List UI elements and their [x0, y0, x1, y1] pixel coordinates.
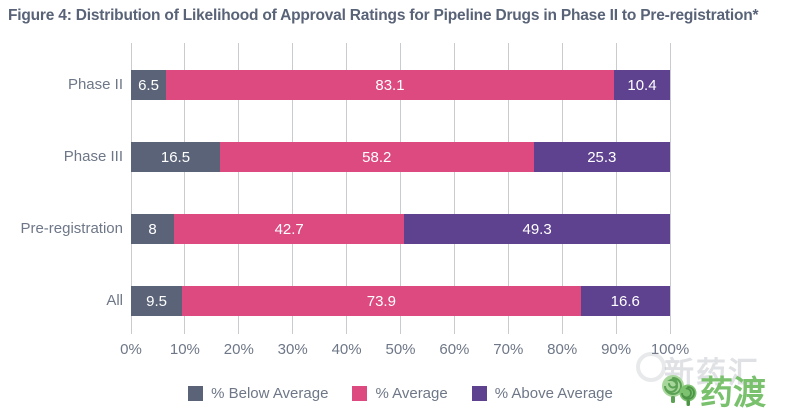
gridline — [669, 43, 671, 334]
bar-value-label: 16.5 — [160, 148, 191, 166]
gridline — [453, 43, 455, 334]
x-tick-label: 60% — [439, 341, 470, 358]
bar-segment: 16.6 — [580, 286, 670, 316]
bar-segment: 58.2 — [219, 142, 534, 172]
legend-swatch-icon — [352, 386, 368, 401]
legend-item: % Below Average — [188, 385, 328, 402]
gridline — [561, 43, 563, 334]
bar-value-label: 83.1 — [375, 76, 405, 94]
legend-swatch-icon — [471, 386, 487, 401]
x-tick-label: 80% — [547, 341, 578, 358]
x-tick-label: 10% — [169, 341, 200, 358]
watermark: 新药汇 药渡 — [636, 352, 800, 416]
legend-item: % Average — [352, 385, 448, 402]
x-tick-label: 70% — [493, 341, 524, 358]
bar-segment: 9.5 — [131, 286, 183, 316]
bar-row: 8 42.7 49.3 — [131, 214, 670, 244]
legend-swatch-icon — [188, 386, 204, 401]
legend-label: % Average — [375, 385, 448, 402]
legend: % Below Average % Average % Above Average — [131, 385, 670, 402]
x-tick-label: 40% — [331, 341, 362, 358]
bar-value-label: 16.6 — [610, 292, 640, 310]
gridline — [292, 43, 294, 334]
bars-layer: 6.5 83.1 10.4 16.5 58.2 25.3 8 42.7 49.3 9.5 73.9 1… — [131, 43, 670, 334]
plot-area: 6.5 83.1 10.4 16.5 58.2 25.3 8 42.7 49.3 9.5 73.9 1… — [130, 43, 671, 334]
bar-value-label: 73.9 — [366, 292, 396, 310]
bar-value-label: 6.5 — [138, 76, 159, 94]
bar-segment: 42.7 — [174, 214, 405, 244]
bar-value-label: 49.3 — [522, 220, 552, 238]
gridline — [130, 43, 132, 334]
bar-segment: 25.3 — [533, 142, 670, 172]
bar-segment: 6.5 — [131, 70, 167, 100]
watermark-brand-text: 药渡 — [700, 374, 766, 411]
gridline — [400, 43, 401, 334]
gridline — [346, 43, 348, 334]
gridline — [238, 43, 240, 334]
bar-value-label: 25.3 — [587, 148, 617, 166]
bar-segment: 10.4 — [613, 70, 670, 100]
bar-segment: 16.5 — [131, 142, 220, 172]
gridline — [507, 43, 509, 334]
gridline — [615, 43, 617, 334]
bar-value-label: 8 — [148, 220, 157, 238]
bar-segment: 8 — [131, 214, 175, 244]
legend-label: % Above Average — [494, 385, 613, 402]
bar-row: 9.5 73.9 16.6 — [131, 286, 670, 316]
category-label: Phase III — [63, 148, 123, 165]
x-tick-label: 50% — [385, 341, 416, 358]
bar-segment: 73.9 — [182, 286, 581, 316]
x-tick-label: 0% — [120, 341, 142, 358]
bar-value-label: 9.5 — [146, 292, 168, 310]
category-label: Pre-registration — [20, 220, 123, 237]
x-tick-label: 30% — [277, 341, 308, 358]
gridlines — [130, 43, 671, 334]
bar-row: 16.5 58.2 25.3 — [131, 142, 670, 172]
chart-title: Figure 4: Distribution of Likelihood of … — [8, 7, 759, 24]
legend-label: % Below Average — [211, 385, 329, 402]
bar-value-label: 58.2 — [362, 148, 392, 166]
x-tick-label: 100% — [650, 341, 690, 358]
gridline — [184, 43, 186, 334]
legend-item: % Above Average — [471, 385, 613, 402]
bar-value-label: 42.7 — [274, 220, 304, 238]
bar-row: 6.5 83.1 10.4 — [131, 70, 670, 100]
bar-segment: 49.3 — [404, 214, 670, 244]
category-label: All — [106, 292, 123, 309]
bar-segment: 83.1 — [166, 70, 614, 100]
x-tick-label: 20% — [223, 341, 254, 358]
x-tick-label: 90% — [601, 341, 632, 358]
category-label: Phase II — [67, 76, 123, 93]
bar-value-label: 10.4 — [627, 76, 657, 94]
